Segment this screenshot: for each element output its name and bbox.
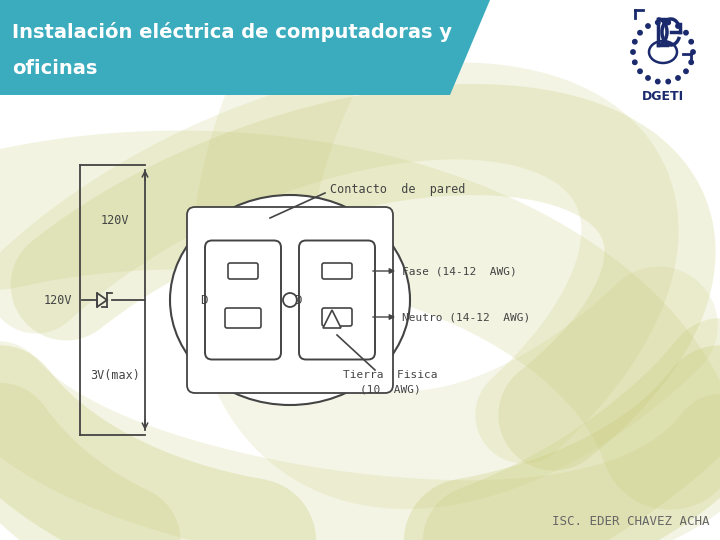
Circle shape <box>656 79 660 84</box>
Text: oficinas: oficinas <box>12 58 97 78</box>
Text: Fase (14-12  AWG): Fase (14-12 AWG) <box>402 266 517 276</box>
Text: D: D <box>200 294 208 307</box>
Text: Instalación eléctrica de computadoras y: Instalación eléctrica de computadoras y <box>12 22 452 42</box>
Circle shape <box>633 39 637 44</box>
FancyBboxPatch shape <box>225 308 261 328</box>
Text: 3V(max): 3V(max) <box>90 368 140 381</box>
Text: D: D <box>294 294 302 307</box>
Circle shape <box>690 50 696 54</box>
Text: (10  AWG): (10 AWG) <box>359 384 420 394</box>
Circle shape <box>633 60 637 64</box>
Circle shape <box>638 69 642 73</box>
Circle shape <box>689 39 693 44</box>
Circle shape <box>676 24 680 28</box>
Circle shape <box>656 21 660 25</box>
Circle shape <box>646 24 650 28</box>
Text: ISC. EDER CHAVEZ ACHA: ISC. EDER CHAVEZ ACHA <box>552 515 710 528</box>
Circle shape <box>646 76 650 80</box>
Ellipse shape <box>170 195 410 405</box>
Circle shape <box>666 79 670 84</box>
FancyBboxPatch shape <box>299 240 375 360</box>
Polygon shape <box>0 0 490 95</box>
Circle shape <box>666 21 670 25</box>
Circle shape <box>283 293 297 307</box>
Circle shape <box>684 69 688 73</box>
Text: Contacto  de  pared: Contacto de pared <box>330 184 465 197</box>
Text: 120V: 120V <box>43 294 72 307</box>
FancyBboxPatch shape <box>205 240 281 360</box>
FancyBboxPatch shape <box>187 207 393 393</box>
FancyBboxPatch shape <box>322 263 352 279</box>
Text: DGETI: DGETI <box>642 91 684 104</box>
Circle shape <box>638 31 642 35</box>
Polygon shape <box>323 310 341 328</box>
Text: Neutro (14-12  AWG): Neutro (14-12 AWG) <box>402 312 530 322</box>
Text: 120V: 120V <box>101 213 130 226</box>
FancyBboxPatch shape <box>322 308 352 326</box>
Text: Tierra  Fisica: Tierra Fisica <box>343 370 437 380</box>
Circle shape <box>689 60 693 64</box>
Circle shape <box>676 76 680 80</box>
Circle shape <box>684 31 688 35</box>
FancyBboxPatch shape <box>228 263 258 279</box>
Circle shape <box>631 50 635 54</box>
